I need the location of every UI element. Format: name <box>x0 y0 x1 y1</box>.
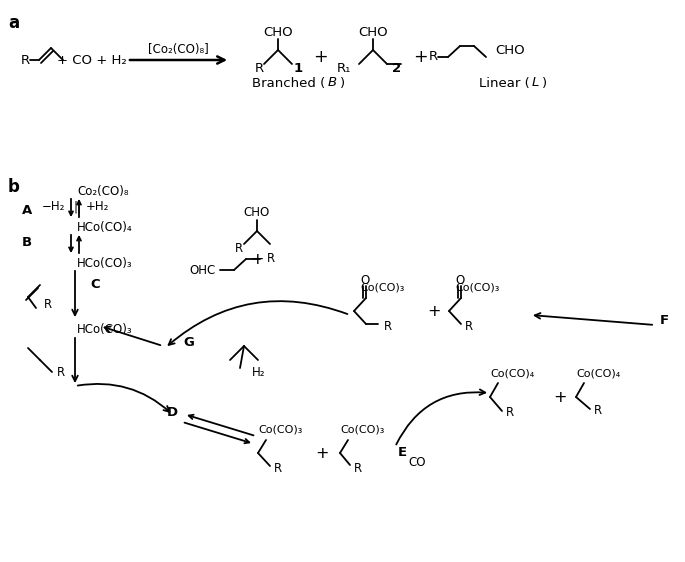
Text: O: O <box>360 274 370 287</box>
Text: E: E <box>398 446 407 459</box>
Text: R: R <box>254 61 264 75</box>
Text: R: R <box>44 298 52 311</box>
Text: O: O <box>456 274 464 287</box>
Text: L: L <box>532 76 539 89</box>
Text: R: R <box>506 406 514 419</box>
Text: Co(CO)₃: Co(CO)₃ <box>258 425 302 435</box>
Text: a: a <box>8 14 19 32</box>
Text: H₂: H₂ <box>252 365 266 378</box>
Text: Co(CO)₃: Co(CO)₃ <box>340 425 384 435</box>
Text: R: R <box>594 405 602 418</box>
Text: b: b <box>8 178 20 196</box>
Text: B: B <box>22 237 32 250</box>
Text: CO: CO <box>408 455 425 469</box>
Text: C: C <box>90 279 99 292</box>
Text: Linear (: Linear ( <box>479 76 530 89</box>
Text: R: R <box>384 320 392 333</box>
Text: HCo(CO)₄: HCo(CO)₄ <box>77 221 133 234</box>
Text: R: R <box>465 320 473 333</box>
Text: HCo(CO)₃: HCo(CO)₃ <box>77 257 133 270</box>
Text: +: + <box>553 389 566 405</box>
Text: R₁: R₁ <box>336 61 351 75</box>
Text: ||: || <box>74 201 82 214</box>
Text: ): ) <box>542 76 547 89</box>
Text: CHO: CHO <box>263 25 292 39</box>
Text: HCo(CO)₃: HCo(CO)₃ <box>77 324 133 337</box>
Text: OHC: OHC <box>190 264 216 277</box>
Text: R: R <box>235 242 243 255</box>
Text: +H₂: +H₂ <box>86 201 110 214</box>
Text: R: R <box>354 461 362 474</box>
Text: [Co₂(CO)₈]: [Co₂(CO)₈] <box>148 43 208 57</box>
Text: R: R <box>57 365 65 378</box>
Text: +: + <box>427 305 440 320</box>
Text: + CO + H₂: + CO + H₂ <box>57 53 127 66</box>
Text: B: B <box>328 76 337 89</box>
Text: 1: 1 <box>294 61 303 75</box>
Text: −H₂: −H₂ <box>42 201 65 214</box>
Text: Co(CO)₃: Co(CO)₃ <box>455 283 499 293</box>
Text: Co₂(CO)₈: Co₂(CO)₈ <box>77 185 129 198</box>
Text: F: F <box>660 314 669 327</box>
Text: CHO: CHO <box>358 25 388 39</box>
Text: Branched (: Branched ( <box>252 76 325 89</box>
Text: G: G <box>183 336 194 348</box>
Text: R: R <box>429 51 438 64</box>
Text: R: R <box>21 53 30 66</box>
Text: D: D <box>167 406 178 419</box>
Text: Co(CO)₄: Co(CO)₄ <box>490 368 534 378</box>
Text: ): ) <box>340 76 345 89</box>
Text: R: R <box>267 252 275 265</box>
Text: +: + <box>250 252 264 268</box>
Text: Co(CO)₄: Co(CO)₄ <box>576 368 620 378</box>
Text: A: A <box>22 203 32 216</box>
Text: +: + <box>412 48 427 66</box>
Text: CHO: CHO <box>495 43 525 57</box>
Text: R: R <box>274 461 282 474</box>
Text: 2: 2 <box>392 61 401 75</box>
Text: +: + <box>315 446 329 461</box>
Text: CHO: CHO <box>244 206 270 220</box>
Text: Co(CO)₃: Co(CO)₃ <box>360 283 404 293</box>
Text: +: + <box>312 48 327 66</box>
